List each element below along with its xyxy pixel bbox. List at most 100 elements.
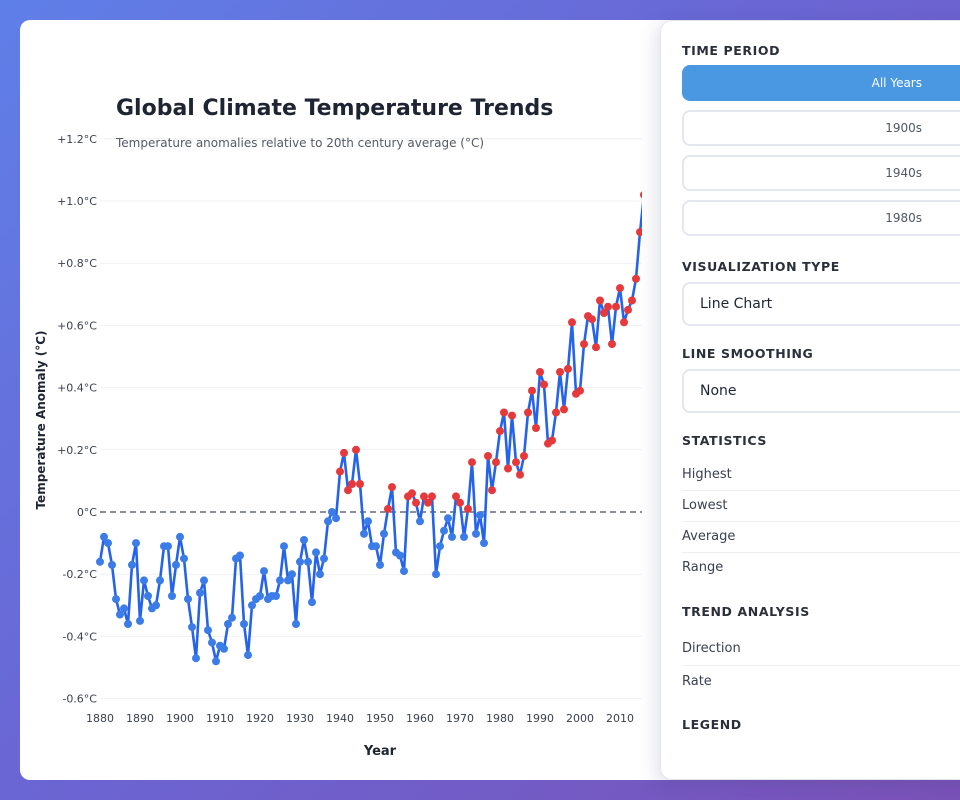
- data-point-1943[interactable]: [348, 480, 356, 488]
- data-point-1939[interactable]: [332, 514, 340, 523]
- data-point-2003[interactable]: [588, 315, 596, 324]
- data-point-1942[interactable]: [344, 486, 352, 495]
- data-point-1958[interactable]: [408, 489, 416, 498]
- data-point-1988[interactable]: [528, 386, 536, 395]
- data-point-1967[interactable]: [444, 514, 452, 523]
- data-point-1950[interactable]: [376, 560, 384, 569]
- data-point-1961[interactable]: [420, 492, 428, 501]
- data-point-1917[interactable]: [244, 651, 252, 660]
- data-point-1949[interactable]: [372, 542, 380, 551]
- data-point-1933[interactable]: [308, 598, 316, 607]
- data-point-1905[interactable]: [196, 588, 204, 597]
- data-point-1920[interactable]: [256, 592, 264, 600]
- data-point-1963[interactable]: [428, 492, 436, 501]
- data-point-1974[interactable]: [472, 529, 480, 538]
- data-point-2008[interactable]: [608, 340, 616, 349]
- data-point-1882[interactable]: [104, 539, 112, 548]
- data-point-1995[interactable]: [556, 368, 564, 376]
- data-point-2007[interactable]: [604, 302, 612, 311]
- data-point-2001[interactable]: [580, 340, 588, 349]
- data-point-1897[interactable]: [164, 542, 172, 551]
- data-point-1912[interactable]: [224, 620, 232, 628]
- data-point-1965[interactable]: [436, 542, 444, 551]
- data-point-1952[interactable]: [384, 504, 392, 513]
- data-point-1964[interactable]: [432, 570, 440, 579]
- data-point-1978[interactable]: [488, 486, 496, 495]
- data-point-1983[interactable]: [508, 411, 516, 420]
- data-point-2000[interactable]: [576, 386, 584, 395]
- data-point-1968[interactable]: [448, 532, 456, 541]
- data-point-1887[interactable]: [124, 620, 132, 628]
- data-point-1991[interactable]: [540, 380, 548, 389]
- data-point-1979[interactable]: [492, 458, 500, 467]
- data-point-1884[interactable]: [112, 595, 120, 604]
- data-point-1916[interactable]: [240, 620, 248, 628]
- data-point-1936[interactable]: [320, 554, 328, 563]
- data-point-2014[interactable]: [632, 274, 640, 283]
- data-point-2005[interactable]: [596, 296, 604, 305]
- data-point-2010[interactable]: [616, 284, 624, 293]
- data-point-1972[interactable]: [464, 504, 472, 513]
- data-point-2015[interactable]: [636, 228, 644, 237]
- data-point-1982[interactable]: [504, 464, 512, 473]
- data-point-2004[interactable]: [592, 343, 600, 352]
- visualization-type-select[interactable]: Line Chart: [682, 282, 960, 326]
- data-point-2009[interactable]: [612, 302, 620, 311]
- data-point-1903[interactable]: [188, 623, 196, 632]
- data-point-1959[interactable]: [412, 498, 420, 507]
- data-point-1929[interactable]: [292, 620, 300, 628]
- data-point-1993[interactable]: [548, 436, 556, 445]
- data-point-1977[interactable]: [484, 452, 492, 460]
- data-point-1925[interactable]: [276, 576, 284, 585]
- period-1900s-button[interactable]: 1900s: [682, 110, 960, 146]
- data-point-1975[interactable]: [476, 511, 484, 520]
- data-point-1913[interactable]: [228, 613, 236, 622]
- data-point-1895[interactable]: [156, 576, 164, 585]
- data-point-1984[interactable]: [512, 458, 520, 467]
- period-1980s-button[interactable]: 1980s: [682, 200, 960, 236]
- data-point-1998[interactable]: [568, 318, 576, 327]
- data-point-1898[interactable]: [168, 592, 176, 600]
- data-point-1955[interactable]: [396, 551, 404, 560]
- data-point-1931[interactable]: [300, 536, 308, 544]
- data-point-1924[interactable]: [272, 592, 280, 600]
- data-point-1994[interactable]: [552, 408, 560, 417]
- data-point-1986[interactable]: [520, 452, 528, 460]
- data-point-1881[interactable]: [100, 532, 108, 541]
- data-point-1997[interactable]: [564, 364, 572, 373]
- data-point-1894[interactable]: [152, 601, 160, 610]
- data-point-2016[interactable]: [640, 191, 648, 199]
- data-point-1906[interactable]: [200, 576, 208, 585]
- data-point-1900[interactable]: [176, 532, 184, 541]
- data-point-2011[interactable]: [620, 318, 628, 327]
- data-point-1945[interactable]: [356, 480, 364, 488]
- data-point-1946[interactable]: [360, 529, 368, 538]
- data-point-1888[interactable]: [128, 560, 136, 569]
- data-point-1889[interactable]: [132, 539, 140, 548]
- data-point-1996[interactable]: [560, 405, 568, 414]
- data-point-1970[interactable]: [456, 498, 464, 507]
- data-point-1944[interactable]: [352, 445, 360, 454]
- data-point-1907[interactable]: [204, 626, 212, 635]
- data-point-1901[interactable]: [180, 554, 188, 563]
- data-point-1981[interactable]: [500, 408, 508, 417]
- data-point-1890[interactable]: [136, 616, 144, 625]
- data-point-1989[interactable]: [532, 424, 540, 432]
- data-point-1930[interactable]: [296, 557, 304, 566]
- data-point-1902[interactable]: [184, 595, 192, 604]
- data-point-1932[interactable]: [304, 557, 312, 566]
- line-smoothing-select[interactable]: None: [682, 369, 960, 413]
- data-point-1938[interactable]: [328, 508, 336, 516]
- data-point-1927[interactable]: [284, 576, 292, 585]
- data-point-1951[interactable]: [380, 529, 388, 538]
- data-point-1960[interactable]: [416, 517, 424, 526]
- data-point-1908[interactable]: [208, 638, 216, 647]
- data-point-1962[interactable]: [424, 498, 432, 507]
- data-point-2013[interactable]: [628, 296, 636, 305]
- data-point-1940[interactable]: [336, 467, 344, 476]
- data-point-1891[interactable]: [140, 576, 148, 585]
- data-point-1941[interactable]: [340, 448, 348, 457]
- data-point-1899[interactable]: [172, 560, 180, 569]
- data-point-1976[interactable]: [480, 539, 488, 548]
- data-point-1915[interactable]: [236, 551, 244, 560]
